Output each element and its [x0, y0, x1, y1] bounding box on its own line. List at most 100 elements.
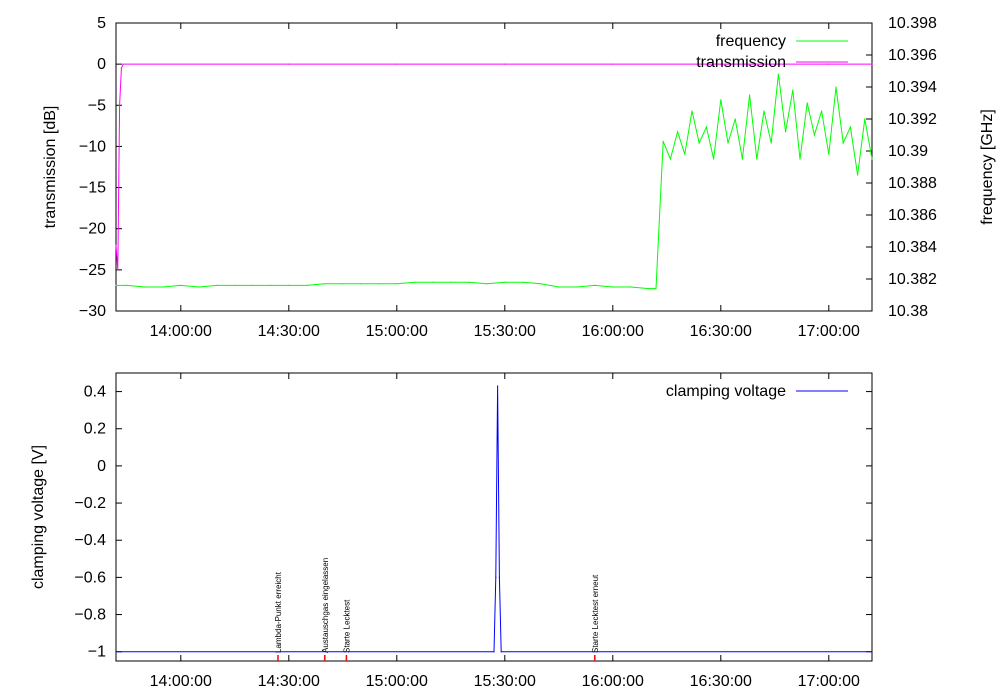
- data-point: [180, 284, 182, 286]
- data-point: [756, 158, 758, 160]
- data-point: [500, 651, 502, 653]
- data-point: [720, 99, 722, 101]
- data-point: [871, 63, 873, 65]
- legend-label: transmission: [696, 54, 786, 71]
- top-legend: frequency transmission: [696, 33, 848, 71]
- data-point: [396, 283, 398, 285]
- series-line-clamping-voltage: [116, 385, 872, 653]
- data-point: [612, 63, 614, 65]
- data-point: [691, 110, 693, 112]
- y-tick-label: −0.6: [74, 569, 106, 586]
- data-point: [396, 63, 398, 65]
- data-point: [324, 283, 326, 285]
- y-tick-label: −10: [79, 138, 106, 155]
- top-plot-frame: [115, 22, 873, 312]
- data-point: [498, 576, 500, 579]
- data-point: [288, 63, 290, 65]
- data-point: [821, 110, 823, 112]
- data-point: [594, 284, 596, 286]
- y-tick-label: −0.8: [74, 607, 106, 624]
- data-point: [115, 244, 117, 246]
- y2-tick-label: 10.392: [888, 111, 937, 128]
- y2-tick-label: 10.384: [888, 239, 937, 256]
- data-point: [486, 283, 488, 285]
- data-point: [120, 67, 122, 69]
- y-tick-label: 0: [97, 458, 106, 475]
- data-point: [741, 158, 744, 160]
- y-tick-label: 0.4: [84, 384, 106, 401]
- data-point: [677, 131, 679, 133]
- clamping-voltage-panel: 14:00:00 14:30:00 15:00:00 15:30:00 16:00:00…: [30, 372, 873, 690]
- data-point: [734, 118, 736, 120]
- y-tick-label: −1: [88, 644, 106, 661]
- data-point: [450, 281, 452, 283]
- data-point: [115, 284, 117, 286]
- y2-tick-label: 10.394: [888, 79, 937, 96]
- x-tick-label: 17:00:00: [798, 323, 860, 340]
- data-point: [414, 281, 416, 283]
- x-tick-label: 15:00:00: [366, 673, 428, 690]
- bottom-plot-frame: [115, 372, 873, 662]
- clamping-voltage-axis-label: clamping voltage [V]: [30, 445, 47, 589]
- y-tick-label: −15: [79, 180, 106, 197]
- data-point: [662, 140, 664, 142]
- data-point: [713, 158, 715, 160]
- data-point: [785, 131, 787, 133]
- series-line-frequency: [116, 74, 873, 290]
- x-tick-label: 14:30:00: [258, 323, 320, 340]
- y2-tick-label: 10.396: [888, 47, 937, 64]
- data-point: [122, 63, 124, 65]
- frequency-axis-label: frequency [GHz]: [979, 109, 996, 225]
- y2-tick-label: 10.388: [888, 175, 937, 192]
- data-point: [119, 104, 121, 106]
- data-point: [522, 281, 524, 283]
- transmission-axis-label: transmission [dB]: [42, 106, 59, 229]
- data-point: [468, 281, 470, 283]
- bottom-legend: clamping voltage: [666, 383, 848, 400]
- y-tick-label: −0.4: [74, 532, 106, 549]
- x-tick-label: 16:30:00: [690, 673, 752, 690]
- data-point: [799, 158, 801, 160]
- x-tick-label: 15:30:00: [474, 673, 536, 690]
- data-point: [144, 286, 146, 288]
- y2-tick-label: 10.39: [888, 143, 928, 160]
- data-point: [813, 134, 816, 136]
- data-point: [288, 284, 290, 286]
- data-point: [849, 126, 852, 128]
- data-point: [864, 118, 866, 120]
- data-point: [749, 94, 751, 96]
- data-point: [495, 576, 497, 579]
- annotation-label: Starte Lecktest erneut: [591, 574, 600, 653]
- data-point: [655, 288, 657, 290]
- x-tick-label: 15:30:00: [474, 323, 536, 340]
- x-tick-label: 16:00:00: [582, 673, 644, 690]
- data-point: [162, 286, 164, 288]
- data-point: [763, 110, 765, 112]
- data-point: [835, 86, 837, 88]
- data-point: [306, 284, 308, 286]
- y2-tick-label: 10.38: [888, 303, 928, 320]
- data-point: [871, 651, 873, 653]
- data-point: [720, 63, 722, 65]
- x-tick-label: 17:00:00: [798, 673, 860, 690]
- y2-tick-label: 10.386: [888, 207, 937, 224]
- annotation-label: Lambda-Punkt erreicht: [274, 571, 283, 653]
- y-tick-label: 5: [97, 15, 106, 32]
- data-point: [792, 89, 794, 91]
- data-point: [857, 174, 859, 176]
- x-tick-label: 14:00:00: [150, 323, 212, 340]
- data-point: [648, 288, 650, 290]
- y2-tick-label: 10.398: [888, 15, 937, 32]
- data-point: [342, 283, 344, 285]
- x-tick-label: 14:00:00: [150, 673, 212, 690]
- y2-tick-label: 10.382: [888, 271, 937, 288]
- data-point: [504, 63, 506, 65]
- data-point: [698, 142, 700, 144]
- data-point: [705, 126, 708, 128]
- y-tick-label: 0.2: [84, 421, 106, 438]
- legend-label: clamping voltage: [666, 383, 786, 400]
- x-tick-label: 15:00:00: [366, 323, 428, 340]
- data-point: [252, 284, 254, 286]
- data-point: [828, 63, 830, 65]
- y-tick-label: −5: [88, 97, 106, 114]
